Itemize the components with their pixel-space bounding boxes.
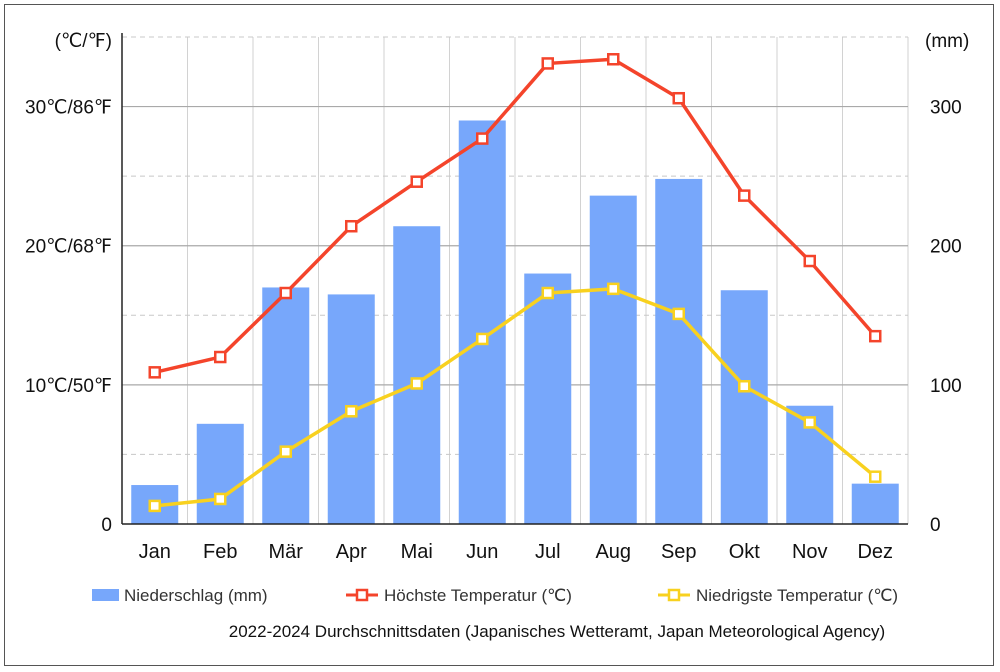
temperature-lines (148, 53, 882, 513)
left-tick-label: 30℃/86℉ (25, 98, 112, 119)
temperature-point-low-Okt (738, 379, 751, 393)
precipitation-bar-Dez (851, 483, 899, 524)
month-label: Jun (466, 541, 498, 563)
precipitation-bar-Mär (262, 287, 310, 524)
month-label: Aug (595, 541, 631, 563)
temperature-point-high-Apr (345, 219, 358, 233)
temperature-line-high (154, 57, 877, 375)
temperature-point-low-Jan (148, 499, 161, 513)
temperature-point-low-Aug (607, 282, 620, 296)
left-tick-label: 20℃/68℉ (25, 237, 112, 258)
temperature-point-high-Dez (869, 329, 882, 343)
temperature-point-low-Feb (214, 492, 227, 506)
temperature-point-low-Apr (345, 405, 358, 418)
precipitation-bar-Sep (655, 178, 703, 524)
precipitation-bar-Mai (393, 226, 441, 524)
right-tick-label: 100 (930, 376, 962, 397)
temperature-point-low-Dez (869, 470, 882, 483)
temperature-point-high-Jan (148, 366, 161, 379)
month-label: Nov (792, 541, 828, 563)
precipitation-bar-Aug (589, 195, 637, 524)
precipitation-bar-Okt (720, 290, 768, 524)
precipitation-bar-Jun (458, 120, 506, 524)
left-tick-label: 10℃/50℉ (25, 376, 112, 397)
temperature-point-high-Nov (803, 254, 816, 268)
temperature-point-high-Sep (672, 91, 685, 105)
temperature-point-high-Mai (410, 175, 423, 188)
legend-marker-low (658, 588, 690, 602)
legend-marker-high (346, 588, 378, 602)
legend-swatch-precipitation (92, 589, 119, 601)
temperature-point-high-Mär (279, 286, 292, 300)
month-label: Feb (203, 541, 237, 563)
precipitation-bars (131, 120, 899, 524)
month-label: Jul (535, 541, 561, 563)
month-label: Apr (336, 541, 367, 563)
right-tick-label: 0 (930, 515, 941, 536)
month-label: Okt (729, 541, 761, 563)
precipitation-bar-Jul (524, 273, 572, 524)
temperature-point-high-Jul (541, 57, 554, 70)
right-tick-label: 200 (930, 237, 962, 258)
legend-label-low: Niedrigste Temperatur (℃) (696, 586, 898, 605)
right-tick-label: 300 (930, 98, 962, 119)
temperature-point-high-Aug (607, 53, 620, 66)
temperature-line-low (154, 287, 877, 508)
legend: Niederschlag (mm) Höchste Temperatur (℃)… (92, 586, 898, 605)
legend-label-precipitation: Niederschlag (mm) (124, 586, 268, 605)
temperature-point-low-Mär (279, 445, 292, 458)
temperature-point-low-Mai (410, 377, 423, 390)
month-label: Dez (857, 541, 893, 563)
temperature-point-high-Okt (738, 189, 751, 202)
temperature-point-low-Jul (541, 286, 554, 300)
precipitation-bar-Feb (196, 423, 244, 524)
source-note: 2022-2024 Durchschnittsdaten (Japanische… (229, 622, 885, 641)
month-label: Jan (139, 541, 171, 563)
right-axis-unit: (mm) (925, 31, 969, 52)
temperature-point-low-Sep (672, 307, 685, 321)
left-axis-unit: (℃/℉) (55, 31, 112, 52)
temperature-point-high-Feb (214, 350, 227, 364)
axes: 0 10℃/50℉ 20℃/68℉ 30℃/86℉ (℃/℉) 0 100 200 300 (mm… (25, 31, 969, 563)
month-label: Mär (269, 541, 304, 563)
legend-label-high: Höchste Temperatur (℃) (384, 586, 572, 605)
temperature-point-low-Nov (803, 416, 816, 429)
temperature-point-high-Jun (476, 132, 489, 145)
temperature-point-low-Jun (476, 332, 489, 346)
month-label: Mai (401, 541, 433, 563)
left-tick-label: 0 (101, 515, 112, 536)
month-label: Sep (661, 541, 697, 563)
